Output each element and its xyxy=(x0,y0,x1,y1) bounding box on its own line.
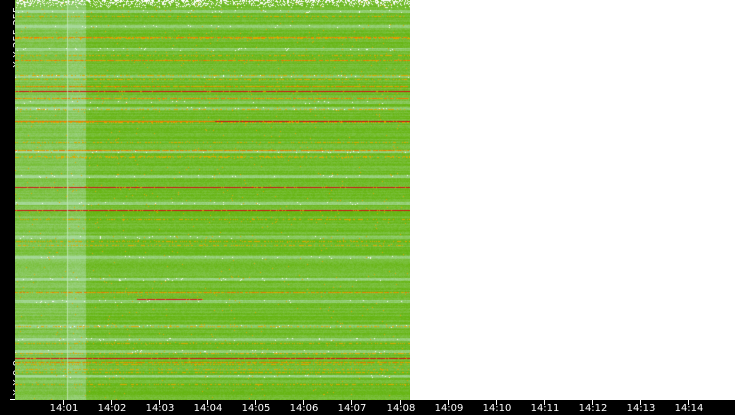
x-tick-label: 14:02 xyxy=(97,403,127,414)
x-tick-label: 14:12 xyxy=(578,403,608,414)
x-tick xyxy=(592,400,593,405)
x-tick xyxy=(640,400,641,405)
x-tick-label: 14:05 xyxy=(241,403,271,414)
x-tick-label: 14:13 xyxy=(626,403,656,414)
x-tick xyxy=(400,400,401,405)
x-tick xyxy=(207,400,208,405)
x-tick xyxy=(351,400,352,405)
x-tick xyxy=(159,400,160,405)
x-tick-label: 14:11 xyxy=(530,403,560,414)
x-tick-label: 14:03 xyxy=(145,403,175,414)
x-tick-label: 14:01 xyxy=(49,403,79,414)
x-tick-label: 14:06 xyxy=(289,403,319,414)
x-tick-label: 14:04 xyxy=(193,403,223,414)
x-tick xyxy=(688,400,689,405)
x-tick-label: 14:08 xyxy=(386,403,416,414)
x-tick xyxy=(448,400,449,405)
heatmap-plot xyxy=(15,0,410,400)
x-tick xyxy=(303,400,304,405)
x-tick-label: 14:09 xyxy=(434,403,464,414)
x-tick xyxy=(544,400,545,405)
heatmap-canvas xyxy=(15,0,410,400)
x-tick-label: 14:07 xyxy=(337,403,367,414)
origin-tick xyxy=(10,399,15,400)
y-axis: X.X.255.255 X.X.0.0 xyxy=(0,0,23,415)
x-tick-label: 14:14 xyxy=(674,403,704,414)
x-axis: 14:01 14:02 14:03 14:04 14:05 14:06 14:07 14:08… xyxy=(0,400,735,415)
x-tick xyxy=(63,400,64,405)
x-tick xyxy=(255,400,256,405)
x-tick xyxy=(111,400,112,405)
x-tick-label: 14:10 xyxy=(482,403,512,414)
x-tick xyxy=(496,400,497,405)
